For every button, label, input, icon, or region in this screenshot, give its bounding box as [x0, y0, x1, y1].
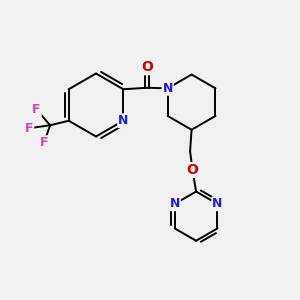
Text: N: N: [169, 197, 180, 210]
Text: N: N: [163, 82, 173, 95]
Text: O: O: [141, 60, 153, 74]
Text: N: N: [118, 114, 128, 127]
Text: F: F: [32, 103, 41, 116]
Text: F: F: [40, 136, 48, 149]
Text: N: N: [212, 197, 223, 210]
Text: F: F: [25, 122, 33, 135]
Text: O: O: [187, 163, 198, 177]
